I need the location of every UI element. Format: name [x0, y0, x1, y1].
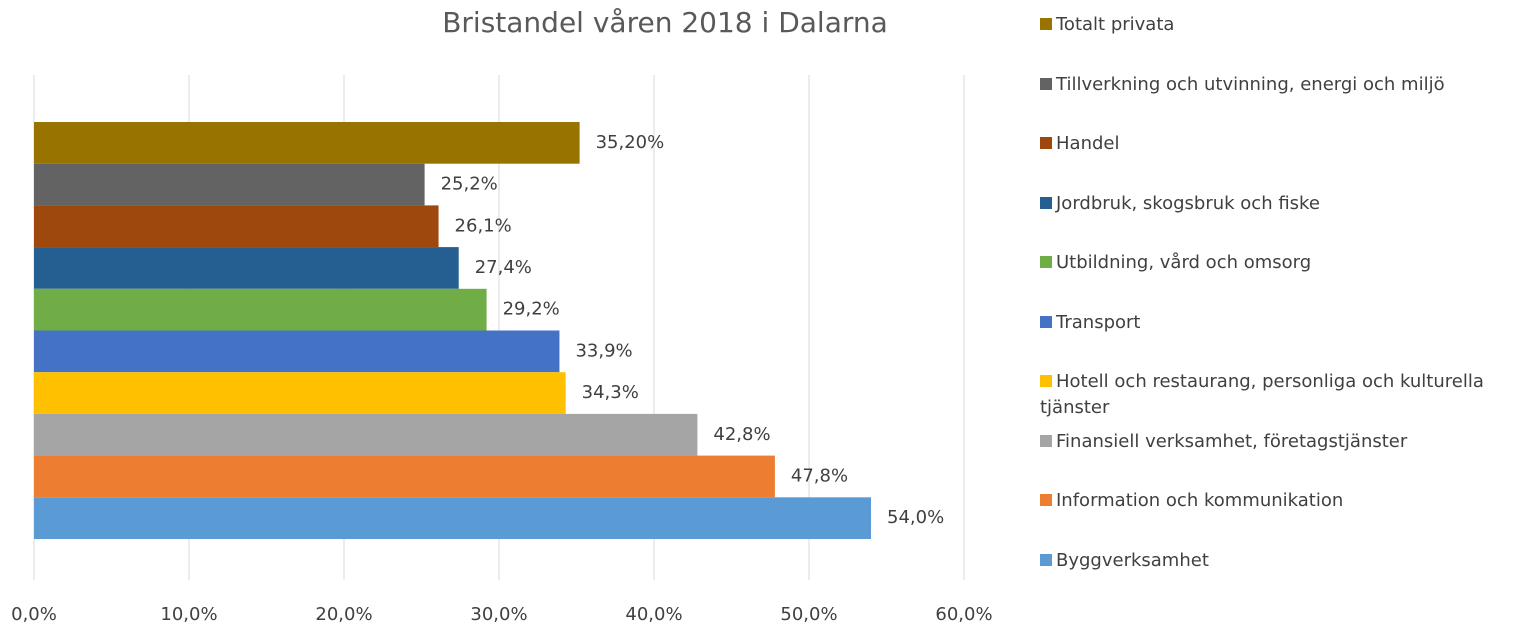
- bar: [34, 122, 580, 164]
- legend-item: Transport: [1040, 310, 1530, 336]
- data-label: 42,8%: [713, 424, 770, 445]
- legend-item: Information och kommunikation: [1040, 488, 1530, 514]
- x-tick-label: 50,0%: [780, 604, 837, 625]
- data-label: 25,2%: [441, 174, 498, 195]
- legend-swatch: [1040, 256, 1052, 268]
- data-label: 26,1%: [455, 215, 512, 236]
- legend-label: Information och kommunikation: [1056, 490, 1344, 511]
- legend-item: Totalt privata: [1040, 12, 1530, 38]
- legend-item: Tillverkning och utvinning, energi och m…: [1040, 72, 1530, 98]
- legend-item: Hotell och restaurang, personliga och ku…: [1040, 369, 1530, 421]
- legend-swatch: [1040, 137, 1052, 149]
- bar: [34, 413, 698, 456]
- bar: [34, 330, 560, 373]
- x-tick-label: 40,0%: [625, 604, 682, 625]
- legend-item: Handel: [1040, 131, 1530, 157]
- legend-label: Jordbruk, skogsbruk och fiske: [1056, 192, 1320, 214]
- x-tick-label: 30,0%: [470, 604, 527, 625]
- data-label: 33,9%: [575, 340, 632, 361]
- data-label: 29,2%: [503, 299, 560, 320]
- legend-swatch: [1040, 494, 1052, 506]
- legend-item: Finansiell verksamhet, företagstjänster: [1040, 429, 1530, 455]
- data-label: 35,20%: [596, 132, 665, 153]
- legend-label: Utbildning, vård och omsorg: [1056, 252, 1312, 273]
- legend-label: Handel: [1056, 133, 1120, 154]
- legend-swatch: [1040, 18, 1052, 30]
- bar: [34, 205, 439, 248]
- legend-swatch: [1040, 553, 1052, 566]
- legend-label: Tillverkning och utvinning, energi och m…: [1056, 73, 1445, 95]
- x-tick-label: 10,0%: [160, 604, 217, 625]
- data-label: 47,8%: [791, 465, 848, 486]
- legend-label: Byggverksamhet: [1056, 549, 1209, 571]
- bar: [34, 163, 425, 206]
- legend-item: Jordbruk, skogsbruk och fiske: [1040, 191, 1530, 217]
- bar: [34, 247, 459, 289]
- legend-swatch: [1040, 196, 1052, 209]
- bar: [34, 497, 871, 539]
- x-tick-label: 0,0%: [11, 604, 57, 625]
- legend-swatch: [1040, 77, 1052, 90]
- data-label: 34,3%: [582, 382, 639, 403]
- x-tick-label: 60,0%: [935, 604, 992, 625]
- chart-title: Bristandel våren 2018 i Dalarna: [442, 6, 888, 39]
- chart: Bristandel våren 2018 i Dalarna 0,0% 10,0…: [11, 6, 992, 625]
- legend-swatch: [1040, 315, 1052, 328]
- legend-label: Hotell och restaurang, personliga och ku…: [1040, 371, 1484, 418]
- legend-label: Transport: [1056, 311, 1141, 333]
- bar: [34, 288, 487, 331]
- legend-swatch: [1040, 434, 1052, 447]
- legend-label: Totalt privata: [1056, 14, 1175, 35]
- legend-item: Byggverksamhet: [1040, 548, 1530, 574]
- x-tick-label: 20,0%: [315, 604, 372, 625]
- data-label: 54,0%: [887, 507, 944, 528]
- bar: [34, 372, 566, 414]
- legend-label: Finansiell verksamhet, företagstjänster: [1056, 430, 1408, 452]
- legend-item: Utbildning, vård och omsorg: [1040, 250, 1530, 276]
- legend-swatch: [1040, 375, 1052, 387]
- bar: [34, 455, 775, 498]
- data-label: 27,4%: [475, 257, 532, 278]
